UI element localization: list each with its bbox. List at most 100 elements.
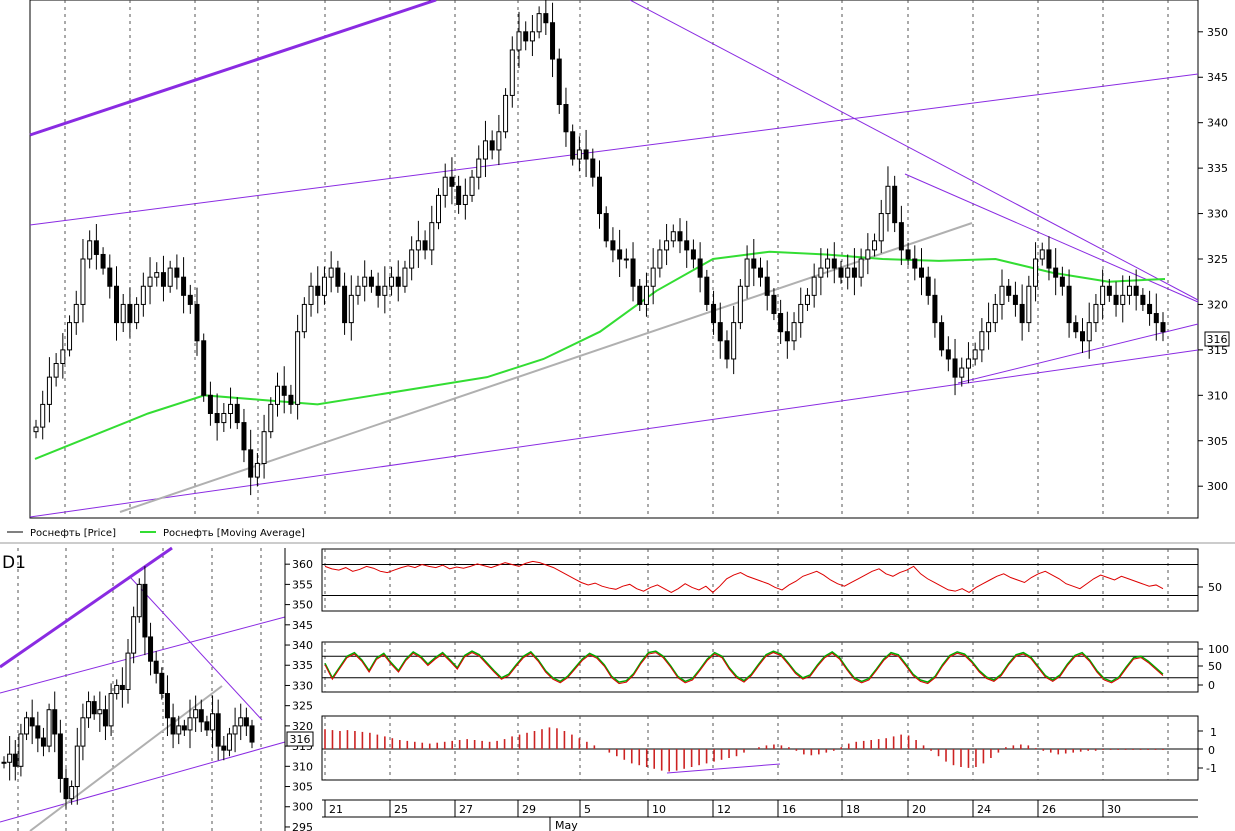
main-candle-body xyxy=(87,240,93,260)
main-candle-body xyxy=(295,331,301,405)
x-axis-tick-label: 27 xyxy=(459,803,473,816)
d1-candle-body xyxy=(86,701,92,719)
main-candle-body xyxy=(804,294,810,305)
main-candle-body xyxy=(509,49,515,96)
main-candle-body xyxy=(449,176,455,187)
main-candle-body xyxy=(402,267,408,287)
main-candle-body xyxy=(684,240,690,251)
main-candle-body xyxy=(342,285,348,324)
main-candle-body xyxy=(1120,294,1126,305)
main-candle-body xyxy=(1093,303,1099,324)
main-y-tick-label: 320 xyxy=(1207,298,1228,311)
d1-candle-body xyxy=(176,725,182,735)
main-candle-body xyxy=(335,267,341,287)
main-candle-body xyxy=(583,149,589,160)
main-candle-body xyxy=(992,303,998,324)
d1-y-axis: 2953003053103153203253303353403453503553… xyxy=(285,558,313,831)
main-candle-body xyxy=(395,276,401,287)
d1-y-tick-label: 335 xyxy=(292,659,313,672)
d1-y-tick-label: 300 xyxy=(292,801,313,814)
main-candle-body xyxy=(965,358,971,369)
histogram-frame xyxy=(321,715,1199,781)
main-y-tick-label: 350 xyxy=(1207,26,1228,39)
main-candle-body xyxy=(476,158,482,178)
main-candle-body xyxy=(1033,258,1039,287)
d1-candle-body xyxy=(142,583,148,638)
main-candle-body xyxy=(140,285,146,305)
d1-candle-body xyxy=(232,725,238,735)
main-candle-body xyxy=(362,276,368,287)
d1-candle-body xyxy=(57,733,63,779)
main-candle-body xyxy=(637,285,643,305)
main-candle-body xyxy=(1147,303,1153,315)
d1-candle-body xyxy=(131,616,137,654)
main-candle-body xyxy=(892,185,898,224)
d1-trendline xyxy=(0,546,173,669)
main-candle-body xyxy=(670,231,676,242)
main-candle-body xyxy=(905,249,911,260)
main-candle-body xyxy=(73,303,79,324)
main-candle-body xyxy=(409,249,415,269)
main-candle-body xyxy=(1046,249,1052,269)
d1-candle-body xyxy=(215,713,221,747)
indicator-2-tick-0: 0 xyxy=(1208,679,1215,692)
d1-y-tick-label: 345 xyxy=(292,619,313,632)
x-axis-tick-label: 18 xyxy=(846,803,860,816)
main-candle-body xyxy=(972,349,978,360)
main-candle-body xyxy=(415,240,421,251)
x-axis-tick-label: 16 xyxy=(782,803,796,816)
d1-candle-body xyxy=(52,709,58,735)
main-candle-body xyxy=(1026,285,1032,324)
main-candle-body xyxy=(677,231,683,242)
main-candle-body xyxy=(241,422,247,451)
main-candle-body xyxy=(925,276,931,296)
main-candle-body xyxy=(576,149,582,160)
main-candle-body xyxy=(254,462,260,478)
main-y-tick-label: 330 xyxy=(1207,208,1228,221)
main-candle-body xyxy=(321,276,327,296)
main-candle-body xyxy=(959,367,965,378)
d1-title: D1 xyxy=(2,553,26,573)
main-candle-body xyxy=(523,31,529,42)
main-y-tick-label: 300 xyxy=(1207,480,1228,493)
main-candle-body xyxy=(348,294,354,324)
main-candle-body xyxy=(503,94,509,133)
main-candle-body xyxy=(1153,313,1159,324)
d1-candle-body xyxy=(102,709,108,727)
main-candle-body xyxy=(603,213,609,242)
main-candle-body xyxy=(529,31,535,42)
main-candle-body xyxy=(865,249,871,260)
main-candle-body xyxy=(664,240,670,251)
main-candle-body xyxy=(301,303,307,333)
main-candle-body xyxy=(187,294,193,305)
d1-y-tick-label: 305 xyxy=(292,781,313,794)
main-candle-body xyxy=(1073,322,1079,333)
histogram-divergence-line xyxy=(666,763,781,774)
indicator-2-frame xyxy=(321,641,1199,693)
main-candle-body xyxy=(778,313,784,333)
indicator-2-signal-line xyxy=(324,650,1164,683)
main-candle-body xyxy=(207,394,213,414)
main-candle-body xyxy=(281,385,287,396)
d1-candle-body xyxy=(125,652,131,690)
histogram-tick-0: 0 xyxy=(1208,744,1215,757)
x-axis-tick-label: 10 xyxy=(652,803,666,816)
d1-candle-body xyxy=(210,713,216,731)
histogram-panel: 1 0 -1 xyxy=(321,715,1217,781)
main-candle-body xyxy=(1039,249,1045,260)
main-candle-body xyxy=(999,285,1005,305)
x-axis-tick-label: 5 xyxy=(584,803,591,816)
main-candle-body xyxy=(630,258,636,287)
main-candle-body xyxy=(932,294,938,324)
main-y-tick-label: 340 xyxy=(1207,117,1228,130)
d1-y-tick-label: 355 xyxy=(292,578,313,591)
x-axis-tick-label: 29 xyxy=(522,803,536,816)
main-candle-body xyxy=(650,267,656,287)
x-axis-labels: 21 25 27 29 5 10 12 16 18 20 24 26 30 xyxy=(324,800,1121,817)
main-candle-body xyxy=(758,267,763,278)
d1-candle-body xyxy=(18,733,24,767)
main-candle-body xyxy=(845,267,851,278)
indicator-1-line xyxy=(324,560,1164,594)
main-candle-body xyxy=(731,322,737,360)
indicator-1-panel: 50 xyxy=(321,548,1222,612)
